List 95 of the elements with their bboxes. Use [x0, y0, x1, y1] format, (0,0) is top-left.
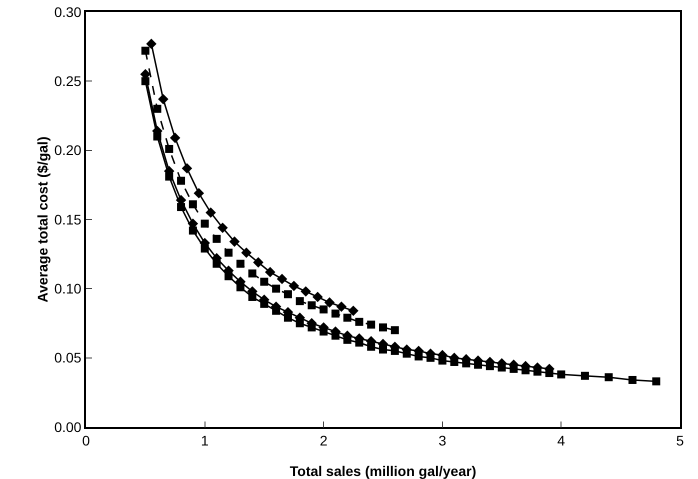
point [367, 320, 376, 329]
point [522, 366, 530, 374]
point [336, 301, 347, 312]
point [153, 132, 162, 140]
point [272, 284, 280, 293]
point [158, 94, 168, 104]
x-tick-label: 4 [557, 432, 566, 449]
point [194, 188, 204, 198]
y-tick-label: 0.05 [54, 350, 82, 366]
x-tick-label: 2 [320, 432, 328, 449]
y-tick-label: 0.20 [54, 142, 82, 158]
point [343, 336, 352, 344]
point [355, 318, 364, 326]
point [170, 132, 180, 144]
point [474, 360, 482, 369]
point [177, 176, 186, 185]
point [438, 356, 446, 365]
point [402, 350, 411, 358]
point [146, 38, 157, 50]
point [450, 358, 458, 366]
point [248, 292, 256, 301]
point [212, 260, 221, 268]
y-axis-title: Average total cost ($/gal) [34, 136, 50, 302]
point [260, 278, 268, 286]
point [324, 297, 335, 308]
point [320, 305, 328, 314]
point [288, 280, 300, 292]
point [498, 364, 506, 372]
x-axis-title: Total sales (million gal/year) [290, 463, 476, 479]
y-tick-label: 0.00 [54, 418, 82, 435]
point [141, 77, 150, 86]
point [200, 244, 209, 253]
point [212, 234, 221, 243]
point [224, 248, 233, 257]
point [300, 286, 311, 297]
point [296, 319, 304, 328]
point [652, 377, 660, 386]
point [177, 203, 186, 212]
point [379, 323, 387, 332]
point [510, 364, 518, 373]
x-tick-label: 5 [676, 432, 684, 449]
y-tick-label: 0.25 [54, 73, 82, 90]
point [165, 172, 174, 181]
point [557, 370, 566, 378]
point [320, 328, 328, 336]
point [188, 226, 197, 235]
point [312, 292, 323, 302]
point [236, 283, 244, 292]
point [188, 200, 197, 208]
point [355, 338, 364, 347]
point [229, 236, 240, 247]
point [426, 354, 435, 362]
point [284, 314, 292, 322]
point [390, 346, 399, 355]
point [390, 326, 399, 334]
point [331, 310, 340, 318]
point [236, 260, 244, 268]
point [200, 220, 209, 228]
point [533, 368, 542, 376]
x-tick-label: 0 [82, 432, 90, 449]
point [379, 346, 387, 354]
point [260, 300, 268, 308]
y-tick-label: 0.10 [54, 280, 82, 297]
point [580, 372, 589, 380]
point [296, 297, 304, 306]
point [241, 248, 252, 258]
y-tick-label: 0.30 [54, 4, 82, 20]
point [414, 352, 423, 360]
y-tick-label: 0.15 [54, 211, 82, 228]
point [367, 342, 376, 351]
x-tick-label: 3 [438, 432, 446, 449]
point [264, 266, 276, 278]
point [308, 301, 316, 310]
point [628, 376, 636, 384]
point [206, 207, 216, 218]
point [486, 362, 494, 370]
point [284, 290, 292, 298]
point [343, 314, 352, 322]
point [224, 272, 233, 280]
point [308, 323, 316, 332]
point [331, 332, 340, 340]
point [153, 104, 162, 113]
point [462, 359, 470, 368]
point [217, 222, 228, 233]
point [182, 163, 192, 174]
point [348, 306, 358, 316]
point [276, 274, 288, 284]
point [253, 257, 264, 268]
x-tick-label: 1 [200, 432, 209, 449]
point [545, 369, 554, 378]
point [141, 46, 150, 55]
point [272, 306, 280, 315]
point [165, 144, 174, 153]
point [248, 269, 256, 278]
point [604, 373, 613, 382]
